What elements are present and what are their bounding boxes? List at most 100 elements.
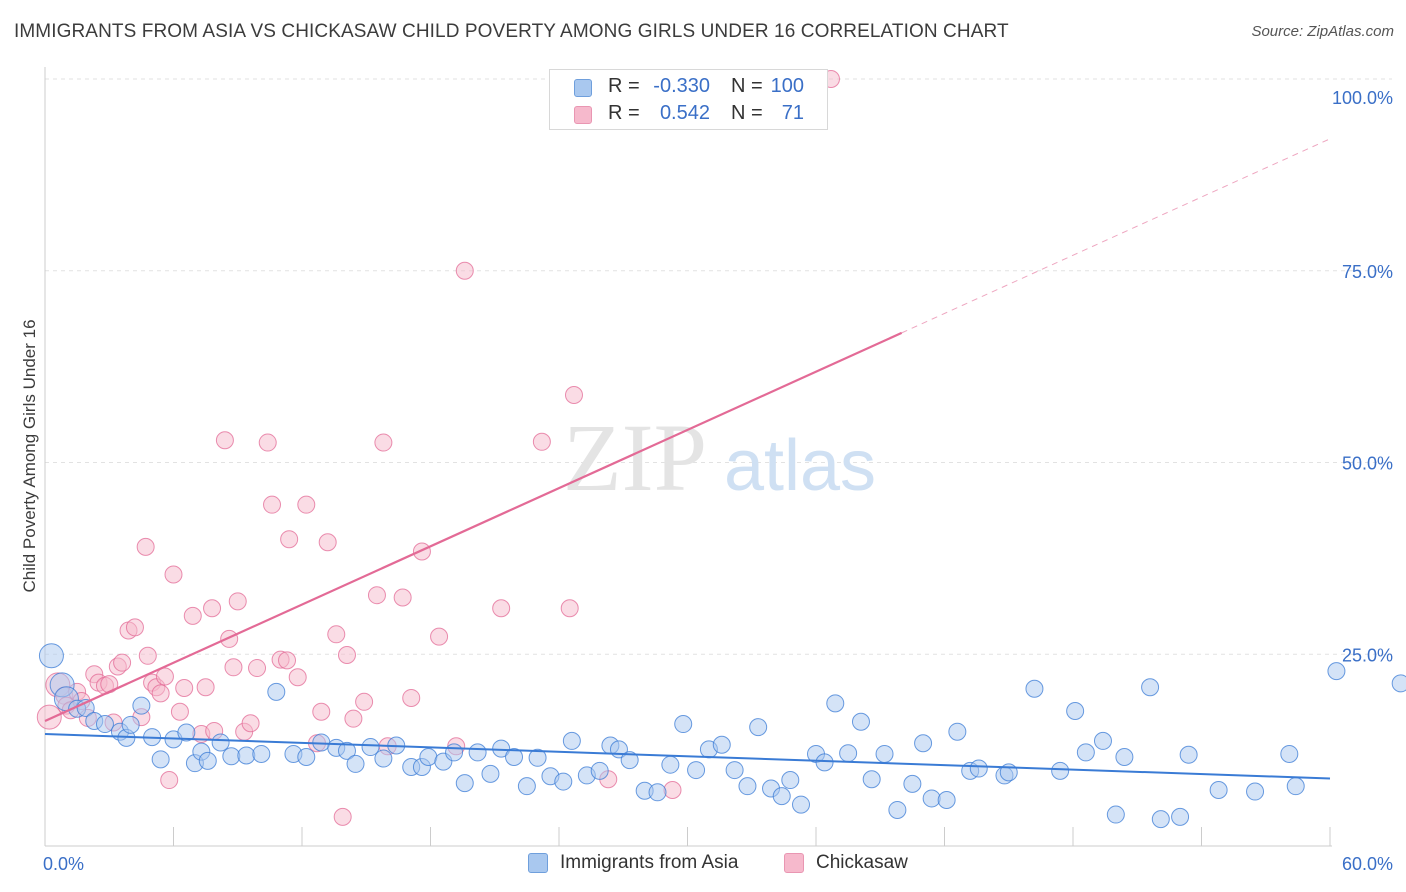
tick-labels: 25.0% 50.0% 75.0% 100.0% 0.0% 60.0% — [43, 88, 1393, 874]
bottom-legend-label: Immigrants from Asia — [560, 852, 739, 873]
legend-n-value: 100 — [770, 75, 804, 97]
legend-row-asia: R = -0.330 N = 100 — [550, 75, 827, 102]
data-point — [590, 761, 609, 780]
correlation-legend: R = -0.330 N = 100 R = 0.542 N = 71 — [549, 69, 828, 130]
data-point — [160, 771, 179, 790]
data-point — [252, 744, 271, 763]
data-point — [412, 542, 431, 561]
data-point — [661, 755, 680, 774]
data-point — [402, 688, 421, 707]
data-point — [445, 743, 464, 762]
data-point — [1051, 761, 1070, 780]
data-point — [455, 774, 474, 793]
data-point — [113, 653, 132, 672]
data-point — [937, 790, 956, 809]
data-point — [560, 599, 579, 618]
x-tick-label-min: 0.0% — [43, 854, 84, 874]
data-point — [333, 807, 352, 826]
legend-n-value: 71 — [781, 102, 804, 124]
bottom-legend-swatch-blue — [528, 853, 548, 873]
data-point — [170, 702, 189, 721]
data-point — [220, 629, 239, 648]
data-point — [228, 592, 247, 611]
data-point — [151, 684, 170, 703]
legend-r-value: 0.542 — [659, 102, 710, 124]
trend-line-chickasaw — [44, 331, 903, 722]
data-point — [196, 678, 215, 697]
legend-r-value: -0.330 — [653, 75, 710, 97]
data-point — [772, 787, 791, 806]
legend-r-label: R = — [608, 102, 640, 124]
data-point — [505, 748, 524, 767]
data-point — [826, 694, 845, 713]
data-point — [528, 748, 547, 767]
data-point — [177, 723, 196, 742]
data-point — [1025, 679, 1044, 698]
data-point — [419, 748, 438, 767]
data-point — [687, 761, 706, 780]
data-point — [95, 715, 114, 734]
data-point — [914, 734, 933, 753]
data-point — [164, 565, 183, 584]
data-point — [1141, 678, 1160, 697]
data-point — [337, 646, 356, 665]
data-point — [318, 533, 337, 552]
data-point — [203, 599, 222, 618]
data-point — [481, 764, 500, 783]
data-point — [175, 678, 194, 697]
legend-swatch-blue — [574, 79, 592, 97]
data-point — [38, 643, 64, 669]
data-point — [1151, 810, 1170, 829]
data-point — [393, 588, 412, 607]
legend-n-label: N = — [731, 102, 763, 124]
data-point — [517, 777, 536, 796]
data-point — [725, 761, 744, 780]
data-point — [1246, 782, 1265, 801]
data-point — [862, 770, 881, 789]
data-point — [248, 659, 267, 678]
data-point — [241, 714, 260, 733]
data-point — [648, 783, 667, 802]
data-point — [278, 651, 297, 670]
data-point — [374, 433, 393, 452]
data-point — [36, 704, 62, 730]
data-point — [674, 715, 693, 734]
data-point — [222, 747, 241, 766]
data-point — [738, 777, 757, 796]
y-tick-label: 100.0% — [1332, 88, 1393, 108]
data-point — [851, 712, 870, 731]
data-point — [1327, 662, 1346, 681]
data-point — [969, 759, 988, 778]
series-immigrants-from-asia — [38, 643, 1406, 829]
bottom-legend-label: Chickasaw — [816, 852, 908, 873]
data-point — [263, 495, 282, 514]
data-point — [374, 749, 393, 768]
data-point — [888, 800, 907, 819]
data-point — [948, 722, 967, 741]
x-tick-label-max: 60.0% — [1342, 854, 1393, 874]
data-point — [564, 386, 583, 405]
legend-r-label: R = — [608, 75, 640, 97]
data-point — [337, 741, 356, 760]
data-point — [224, 658, 243, 677]
data-point — [155, 667, 174, 686]
data-point — [781, 771, 800, 790]
data-point — [344, 709, 363, 728]
data-point — [1209, 781, 1228, 800]
data-point — [875, 744, 894, 763]
y-tick-label: 50.0% — [1342, 454, 1393, 474]
data-point — [792, 795, 811, 814]
data-point — [267, 682, 286, 701]
data-point — [297, 495, 316, 514]
data-point — [327, 625, 346, 644]
data-point — [367, 586, 386, 605]
bottom-legend-swatch-pink — [784, 853, 804, 873]
data-point — [198, 751, 217, 770]
data-point — [297, 748, 316, 767]
trend-line-asia — [44, 733, 1331, 780]
data-point — [361, 738, 380, 757]
data-point — [237, 746, 256, 765]
data-point — [430, 627, 449, 646]
y-tick-label: 25.0% — [1342, 645, 1393, 665]
